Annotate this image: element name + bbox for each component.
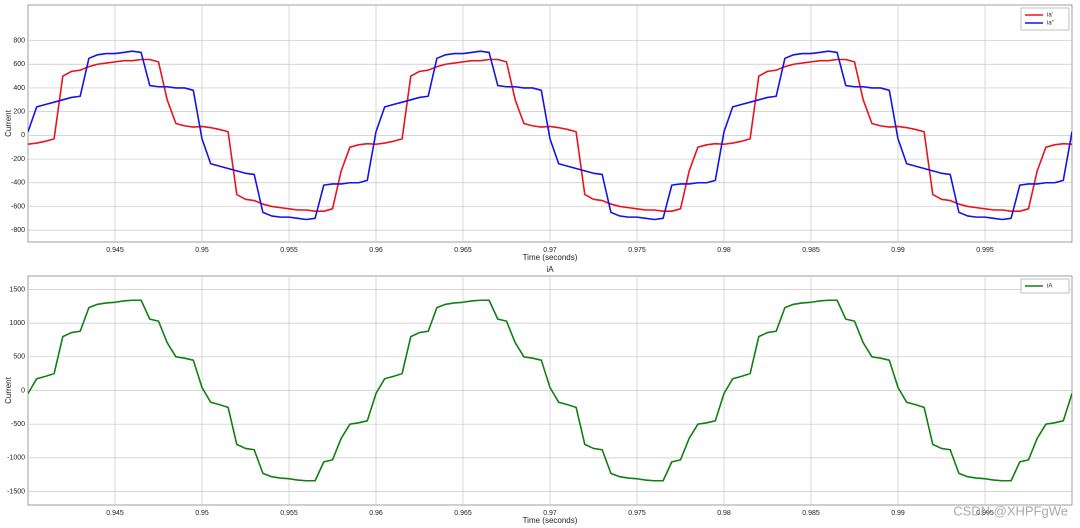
x-axis-label: Time (seconds) (523, 253, 578, 262)
x-tick-label: 0.955 (280, 247, 298, 254)
x-tick-label: 0.965 (454, 510, 472, 517)
x-tick-label: 0.99 (891, 247, 905, 254)
series-line (28, 58, 1072, 212)
y-tick-label: -500 (11, 421, 25, 428)
x-tick-label: 0.97 (543, 247, 557, 254)
x-tick-label: 0.98 (717, 247, 731, 254)
series-line (28, 299, 1072, 482)
x-tick-label: 0.99 (891, 510, 905, 517)
y-tick-label: 600 (13, 61, 25, 68)
plot-layer (28, 50, 1072, 221)
x-tick-label: 0.97 (543, 510, 557, 517)
x-tick-label: 0.945 (106, 247, 124, 254)
y-tick-label: -1500 (7, 488, 25, 495)
x-tick-label: 0.995 (976, 510, 994, 517)
y-tick-label: 400 (13, 85, 25, 92)
plot-layer (28, 299, 1072, 482)
y-tick-label: 500 (13, 354, 25, 361)
x-tick-label: 0.96 (369, 510, 383, 517)
y-tick-label: -800 (11, 227, 25, 234)
x-tick-label: 0.965 (454, 247, 472, 254)
x-tick-label: 0.955 (280, 510, 298, 517)
x-tick-label: 0.975 (628, 247, 646, 254)
x-tick-label: 0.985 (802, 510, 820, 517)
watermark: CSDN @XHPFgWe (953, 503, 1068, 518)
y-tick-label: 200 (13, 108, 25, 115)
x-tick-label: 0.975 (628, 510, 646, 517)
x-tick-label: 0.995 (976, 247, 994, 254)
y-tick-label: -400 (11, 180, 25, 187)
legend-box (1020, 278, 1070, 294)
x-tick-label: 0.945 (106, 510, 124, 517)
y-tick-label: 1000 (9, 320, 25, 327)
y-tick-label: -200 (11, 156, 25, 163)
y-tick-label: 0 (21, 387, 25, 394)
x-tick-label: 0.98 (717, 510, 731, 517)
legend-label: ia'' (1047, 21, 1054, 27)
y-tick-label: 800 (13, 37, 25, 44)
x-tick-label: 0.985 (802, 247, 820, 254)
legend-label: iA (1047, 284, 1052, 290)
y-axis-label: Current (4, 376, 13, 403)
y-tick-label: 0 (21, 132, 25, 139)
y-tick-label: 1500 (9, 286, 25, 293)
series-line (28, 50, 1072, 221)
x-axis-label: Time (seconds) (523, 516, 578, 525)
legend-label: ia' (1047, 13, 1053, 19)
chart-title: iA (546, 265, 554, 274)
y-tick-label: -600 (11, 203, 25, 210)
x-tick-label: 0.95 (195, 247, 209, 254)
y-tick-label: -1000 (7, 455, 25, 462)
legend-box (1020, 7, 1070, 31)
x-tick-label: 0.96 (369, 247, 383, 254)
y-axis-label: Current (4, 109, 13, 136)
x-tick-label: 0.95 (195, 510, 209, 517)
